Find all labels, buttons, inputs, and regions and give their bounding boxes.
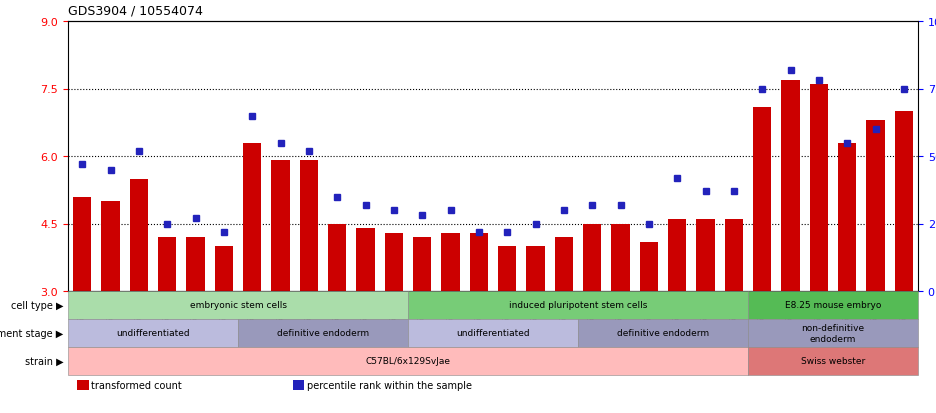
Bar — [498, 247, 517, 291]
Bar — [328, 224, 346, 291]
Bar — [186, 237, 205, 291]
Bar — [129, 179, 148, 291]
Text: induced pluripotent stem cells: induced pluripotent stem cells — [509, 301, 647, 310]
Text: embryonic stem cells: embryonic stem cells — [189, 301, 286, 310]
Bar — [158, 237, 176, 291]
Bar — [101, 202, 120, 291]
Bar — [243, 143, 261, 291]
Text: Swiss webster: Swiss webster — [801, 357, 865, 366]
Bar — [583, 224, 601, 291]
Text: definitive endoderm: definitive endoderm — [277, 329, 369, 338]
Bar — [441, 233, 460, 291]
Text: C57BL/6x129SvJae: C57BL/6x129SvJae — [365, 357, 450, 366]
Bar — [300, 161, 318, 291]
Bar — [753, 107, 771, 291]
Text: strain ▶: strain ▶ — [24, 356, 64, 366]
Bar — [271, 161, 290, 291]
Bar — [357, 228, 374, 291]
Bar — [526, 247, 545, 291]
Text: percentile rank within the sample: percentile rank within the sample — [307, 380, 472, 390]
Bar — [838, 143, 856, 291]
Bar — [413, 237, 431, 291]
Bar — [470, 233, 488, 291]
Bar — [668, 219, 686, 291]
Text: undifferentiated: undifferentiated — [116, 329, 190, 338]
Bar — [611, 224, 630, 291]
Text: GDS3904 / 10554074: GDS3904 / 10554074 — [68, 5, 203, 18]
Text: cell type ▶: cell type ▶ — [11, 300, 64, 310]
Bar — [555, 237, 573, 291]
Text: non-definitive
endoderm: non-definitive endoderm — [801, 323, 865, 343]
Text: definitive endoderm: definitive endoderm — [617, 329, 709, 338]
Bar — [782, 80, 799, 291]
Bar — [810, 85, 828, 291]
Text: transformed count: transformed count — [92, 380, 183, 390]
Bar — [724, 219, 743, 291]
Bar — [214, 247, 233, 291]
Bar — [385, 233, 403, 291]
Text: E8.25 mouse embryo: E8.25 mouse embryo — [784, 301, 881, 310]
Text: undifferentiated: undifferentiated — [456, 329, 530, 338]
Text: development stage ▶: development stage ▶ — [0, 328, 64, 338]
Bar — [867, 121, 885, 291]
Bar — [895, 112, 913, 291]
Bar — [639, 242, 658, 291]
Bar — [73, 197, 92, 291]
Bar — [696, 219, 715, 291]
